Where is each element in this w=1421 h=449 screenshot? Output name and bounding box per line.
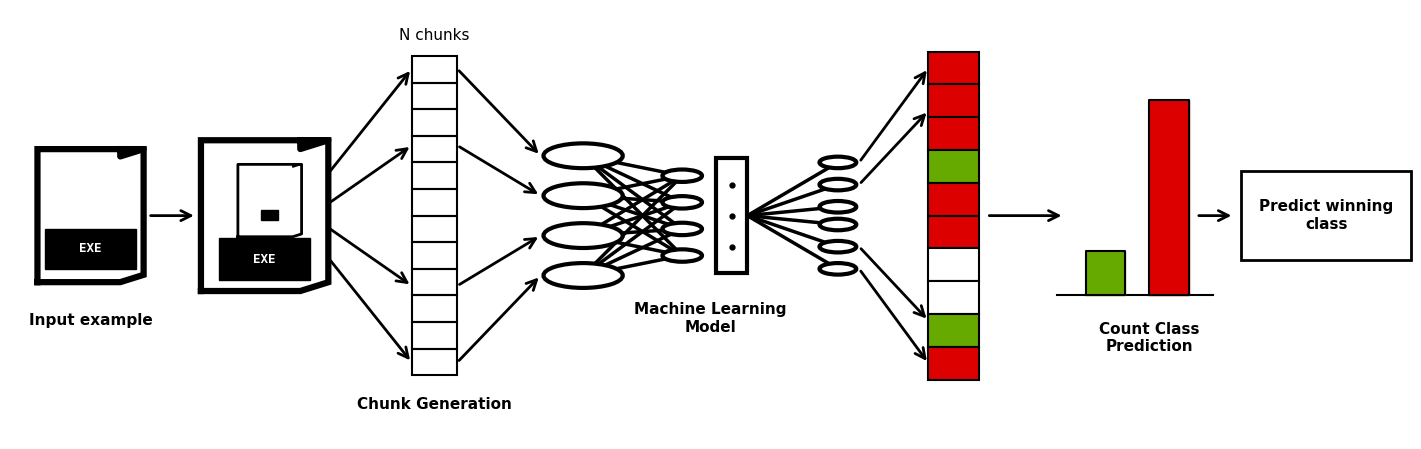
Polygon shape: [45, 229, 135, 269]
Text: Predict winning
class: Predict winning class: [1259, 199, 1394, 232]
Bar: [928, 117, 979, 150]
Polygon shape: [1150, 100, 1189, 295]
Circle shape: [543, 183, 622, 208]
Polygon shape: [293, 164, 301, 167]
Bar: [928, 52, 979, 84]
Bar: [412, 269, 458, 295]
Circle shape: [820, 201, 857, 212]
FancyBboxPatch shape: [1242, 171, 1411, 260]
Bar: [716, 158, 747, 273]
Circle shape: [820, 157, 857, 168]
Text: EXE: EXE: [263, 211, 277, 220]
Bar: [412, 216, 458, 242]
Circle shape: [820, 179, 857, 190]
Text: Count Class
Prediction: Count Class Prediction: [1098, 322, 1199, 354]
Circle shape: [543, 223, 622, 248]
Text: N chunks: N chunks: [399, 28, 470, 43]
Bar: [928, 314, 979, 347]
Polygon shape: [412, 56, 458, 375]
Circle shape: [543, 143, 622, 168]
Polygon shape: [200, 140, 328, 291]
Circle shape: [662, 223, 702, 235]
Circle shape: [820, 219, 857, 230]
Bar: [412, 242, 458, 269]
Bar: [412, 109, 458, 136]
Circle shape: [662, 249, 702, 262]
Bar: [412, 83, 458, 109]
Bar: [412, 136, 458, 163]
Circle shape: [820, 241, 857, 252]
Bar: [412, 295, 458, 322]
Text: Input example: Input example: [28, 313, 152, 328]
Bar: [928, 183, 979, 216]
Circle shape: [543, 263, 622, 288]
Text: Machine Learning
Model: Machine Learning Model: [634, 302, 787, 335]
Bar: [928, 347, 979, 380]
Polygon shape: [219, 238, 311, 281]
Polygon shape: [237, 164, 301, 237]
Bar: [412, 163, 458, 189]
Bar: [412, 189, 458, 216]
Bar: [928, 248, 979, 281]
Circle shape: [662, 170, 702, 182]
Text: EXE: EXE: [253, 253, 276, 266]
Bar: [412, 322, 458, 349]
Bar: [928, 84, 979, 117]
Polygon shape: [121, 149, 144, 156]
Bar: [412, 56, 458, 83]
Bar: [928, 281, 979, 314]
Polygon shape: [300, 140, 328, 149]
Bar: [412, 349, 458, 375]
Bar: [928, 150, 979, 183]
Text: EXE: EXE: [80, 242, 102, 255]
Circle shape: [820, 263, 857, 275]
Bar: [928, 216, 979, 248]
Polygon shape: [37, 149, 144, 282]
Circle shape: [662, 196, 702, 208]
Polygon shape: [1086, 251, 1125, 295]
Text: Chunk Generation: Chunk Generation: [357, 397, 512, 413]
